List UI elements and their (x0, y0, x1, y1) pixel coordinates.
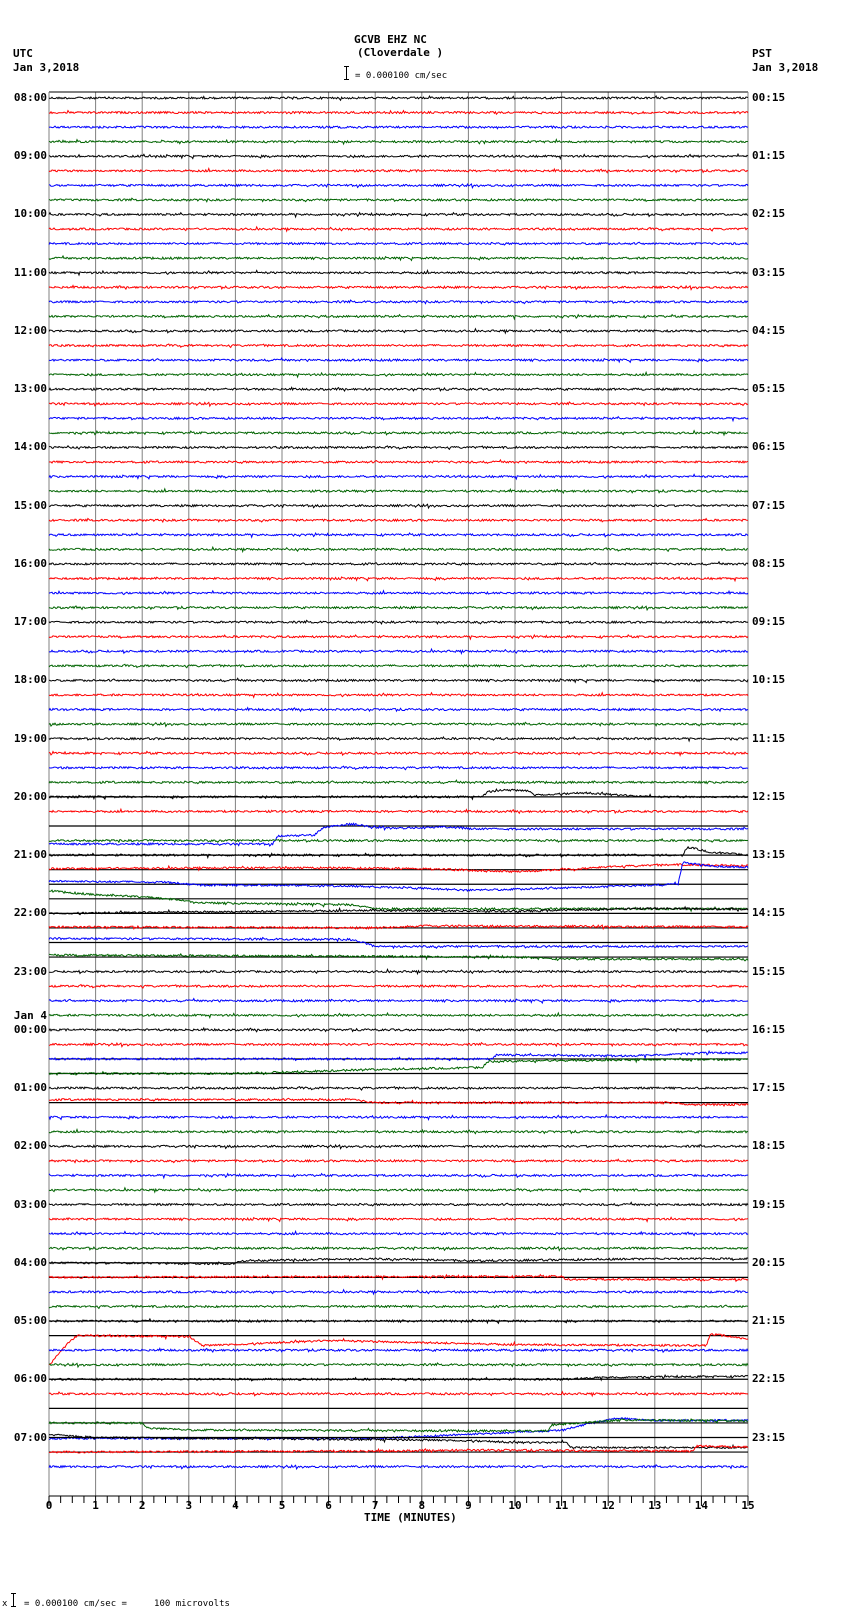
utc-hour-label: 00:00 (13, 1022, 47, 1036)
footer-scale-bar-icon (11, 1593, 16, 1607)
utc-hour-label: 03:00 (13, 1197, 47, 1211)
x-tick-label: 5 (278, 1499, 286, 1512)
pst-hour-label: 20:15 (752, 1255, 786, 1269)
x-tick-label: 14 (694, 1499, 709, 1512)
utc-hour-label: 23:00 (13, 964, 47, 978)
utc-hour-label: 21:00 (13, 848, 47, 862)
right-timezone: PST (752, 47, 772, 60)
pst-hour-label: 08:15 (752, 556, 786, 570)
pst-hour-label: 02:15 (752, 207, 786, 221)
pst-hour-label: 21:15 (752, 1314, 786, 1328)
utc-hour-label: 09:00 (13, 149, 47, 163)
footer-scale-text: = 0.000100 cm/sec = 100 microvolts (24, 1599, 230, 1609)
x-tick-label: 13 (648, 1499, 662, 1512)
utc-hour-label: 18:00 (13, 673, 47, 687)
x-axis-label: TIME (MINUTES) (364, 1511, 457, 1524)
utc-hour-label: 16:00 (13, 556, 47, 570)
utc-hour-label: 06:00 (13, 1372, 47, 1386)
x-tick-label: 9 (465, 1499, 472, 1512)
pst-hour-label: 12:15 (752, 789, 786, 803)
utc-hour-label: 11:00 (13, 265, 47, 279)
utc-hour-label: 02:00 (13, 1139, 47, 1153)
pst-hour-label: 03:15 (752, 265, 786, 279)
x-tick-label: 11 (555, 1499, 569, 1512)
utc-hour-label: 19:00 (13, 731, 47, 745)
x-tick-label: 8 (418, 1499, 426, 1512)
utc-hour-label: 01:00 (13, 1081, 47, 1095)
pst-hour-label: 14:15 (752, 906, 786, 920)
pst-hour-label: 06:15 (752, 440, 786, 454)
pst-hour-label: 22:15 (752, 1372, 786, 1386)
pst-hour-label: 15:15 (752, 964, 786, 978)
utc-hour-label: 05:00 (13, 1314, 47, 1328)
pst-hour-label: 13:15 (752, 848, 786, 862)
header-scale-text: = 0.000100 cm/sec (355, 71, 448, 81)
pst-hour-label: 05:15 (752, 382, 786, 396)
x-tick-label: 7 (371, 1499, 379, 1512)
pst-hour-label: 09:15 (752, 615, 786, 629)
footer-marker: x (2, 1599, 8, 1609)
pst-hour-label: 00:15 (752, 91, 786, 104)
x-tick-label: 12 (601, 1499, 615, 1512)
header-station: GCVB EHZ NC (354, 33, 427, 46)
pst-hour-label: 11:15 (752, 731, 786, 745)
x-tick-label: 15 (741, 1499, 755, 1512)
right-date: Jan 3,2018 (752, 61, 819, 74)
utc-hour-label: 15:00 (13, 498, 47, 512)
pst-hour-label: 19:15 (752, 1197, 786, 1211)
utc-hour-label: 12:00 (13, 323, 47, 337)
pst-hour-label: 04:15 (752, 323, 786, 337)
pst-hour-label: 07:15 (752, 498, 786, 512)
x-tick-label: 1 (92, 1499, 99, 1512)
utc-hour-label: 17:00 (13, 615, 47, 629)
pst-hour-label: 10:15 (752, 673, 786, 687)
x-tick-label: 10 (508, 1499, 522, 1512)
header-location: (Cloverdale ) (357, 46, 444, 59)
pst-hour-label: 16:15 (752, 1022, 786, 1036)
utc-hour-label: 10:00 (13, 207, 47, 221)
utc-hour-label: 20:00 (13, 789, 47, 803)
pst-hour-label: 23:15 (752, 1430, 786, 1444)
pst-hour-label: 17:15 (752, 1081, 786, 1095)
x-tick-label: 3 (185, 1499, 193, 1512)
left-date: Jan 3,2018 (13, 61, 80, 74)
utc-hour-label: 08:00 (13, 91, 47, 104)
utc-hour-label: 22:00 (13, 906, 47, 920)
utc-hour-label: 04:00 (13, 1255, 47, 1269)
x-tick-label: 0 (45, 1499, 53, 1512)
left-timezone: UTC (13, 47, 33, 60)
scale-bar-icon (344, 66, 349, 80)
utc-date-label: Jan 4 (13, 1008, 47, 1022)
utc-hour-label: 07:00 (13, 1430, 47, 1444)
x-tick-label: 6 (325, 1499, 332, 1512)
utc-hour-label: 13:00 (13, 382, 47, 396)
pst-hour-label: 18:15 (752, 1139, 786, 1153)
x-tick-label: 4 (232, 1499, 239, 1512)
x-tick-label: 2 (138, 1499, 146, 1512)
utc-hour-label: 14:00 (13, 440, 47, 454)
pst-hour-label: 01:15 (752, 149, 786, 163)
